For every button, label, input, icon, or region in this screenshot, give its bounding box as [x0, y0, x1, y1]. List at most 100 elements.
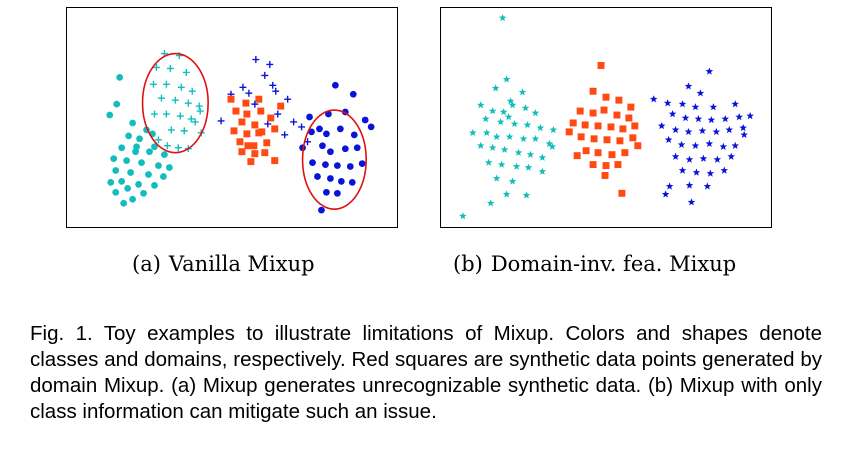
data-point-star: [476, 101, 485, 109]
data-point-circle: [325, 110, 332, 118]
data-point-circle: [123, 157, 131, 164]
data-point-square: [243, 130, 251, 138]
data-point-square: [608, 151, 616, 159]
data-point-square: [597, 62, 605, 69]
data-point-star: [649, 95, 658, 103]
data-point-star: [719, 142, 728, 150]
data-point-star: [486, 199, 495, 207]
data-point-square: [619, 125, 627, 133]
data-point-circle: [331, 81, 339, 89]
data-point-circle: [145, 171, 152, 178]
data-point-square: [616, 137, 624, 145]
data-point-plus: [239, 83, 247, 91]
data-point-circle: [333, 189, 341, 197]
data-point-star: [469, 128, 477, 137]
data-point-circle: [309, 159, 316, 166]
data-point-circle: [107, 179, 115, 186]
data-point-star: [459, 212, 467, 220]
data-point-plus: [269, 81, 277, 89]
data-point-square: [615, 96, 623, 104]
data-point-plus: [281, 131, 289, 139]
subcaption-label: (b): [453, 252, 483, 276]
data-point-star: [721, 115, 730, 123]
data-point-circle: [323, 130, 330, 138]
data-point-star: [706, 169, 715, 177]
data-point-plus: [264, 120, 272, 128]
data-point-square: [238, 118, 246, 126]
data-point-plus: [180, 127, 188, 135]
data-point-plus: [163, 142, 171, 150]
data-point-square: [255, 95, 263, 103]
data-point-circle: [113, 100, 121, 108]
data-point-square: [602, 162, 610, 170]
data-point-star: [492, 132, 501, 141]
data-point-plus: [217, 117, 225, 125]
subcaption-a: (a) Vanilla Mixup: [132, 252, 315, 276]
data-point-square: [565, 128, 573, 136]
data-point-square: [589, 87, 597, 95]
data-point-square: [232, 107, 240, 115]
data-point-square: [629, 134, 637, 142]
data-point-circle: [349, 90, 357, 98]
data-point-plus: [157, 94, 165, 102]
data-point-circle: [336, 125, 344, 133]
data-point-square: [621, 149, 629, 157]
data-point-circle: [314, 173, 321, 180]
data-point-star: [685, 181, 694, 189]
data-point-plus: [154, 136, 162, 144]
data-point-circle: [161, 151, 168, 159]
data-point-star: [538, 153, 547, 161]
data-point-circle: [358, 160, 366, 167]
data-point-square: [257, 107, 265, 115]
data-point-star: [514, 148, 523, 156]
data-point-circle: [306, 113, 313, 121]
data-point-star: [684, 127, 693, 136]
data-point-square: [247, 158, 255, 166]
data-point-plus: [245, 89, 253, 97]
data-point-circle: [322, 161, 329, 168]
data-point-square: [603, 136, 611, 144]
data-point-star: [727, 152, 736, 160]
data-point-circle: [133, 143, 140, 151]
data-point-plus: [274, 110, 282, 118]
data-point-square: [631, 122, 639, 130]
data-point-star: [713, 155, 722, 163]
highlight-ellipse: [301, 109, 367, 210]
data-point-square: [573, 152, 581, 160]
data-point-plus: [298, 123, 306, 131]
data-point-plus: [261, 71, 269, 79]
data-point-plus: [150, 110, 158, 118]
data-point-square: [277, 102, 285, 110]
data-point-star: [538, 167, 547, 175]
data-point-star: [545, 139, 554, 147]
data-point-plus: [176, 112, 184, 120]
data-point-circle: [318, 206, 325, 214]
data-point-plus: [290, 118, 298, 126]
data-point-star: [731, 100, 739, 108]
scatter-plot-vanilla-mixup: [66, 7, 398, 228]
data-point-plus: [184, 99, 192, 107]
highlight-ellipse: [141, 52, 209, 154]
data-point-star: [740, 130, 748, 139]
data-point-star: [709, 103, 718, 111]
data-point-square: [238, 148, 246, 156]
data-point-star: [496, 117, 505, 126]
data-point-circle: [135, 181, 142, 188]
data-point-square: [589, 109, 597, 117]
data-point-circle: [367, 123, 375, 131]
data-point-square: [263, 139, 271, 147]
scatter-plot-domain-inv-mixup: [440, 7, 772, 228]
data-point-square: [569, 119, 577, 127]
data-point-star: [488, 107, 497, 115]
data-point-circle: [333, 162, 341, 169]
data-point-plus: [251, 100, 259, 108]
data-point-plus: [195, 102, 203, 110]
data-point-square: [230, 127, 238, 135]
data-point-circle: [116, 73, 124, 81]
data-point-circle: [327, 148, 334, 156]
data-point-circle: [151, 143, 158, 151]
scatter-plot-svg: [106, 50, 375, 214]
data-point-star: [531, 109, 540, 117]
data-point-star: [518, 88, 527, 96]
data-point-star: [522, 191, 531, 199]
